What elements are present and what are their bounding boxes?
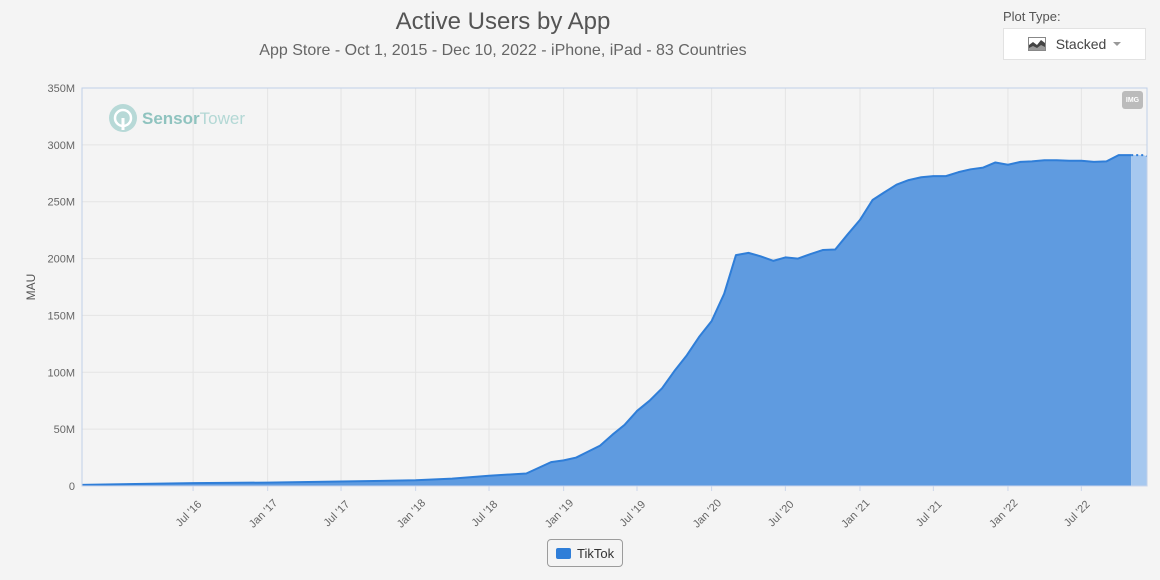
x-tick-label: Jan '21 <box>839 497 872 530</box>
sensortower-logo-icon <box>109 104 137 132</box>
chart-subtitle: App Store - Oct 1, 2015 - Dec 10, 2022 -… <box>259 42 747 59</box>
watermark-text: SensorTower <box>142 109 245 128</box>
x-tick-label: Jul '16 <box>174 499 205 530</box>
series-area-tiktok-projected <box>1131 155 1147 486</box>
x-tick-label: Jan '17 <box>247 497 280 530</box>
series-area-layer <box>81 154 1148 486</box>
x-tick-label: Jul '17 <box>322 499 353 530</box>
plot-type-label: Plot Type: <box>1003 9 1061 24</box>
legend-label: TikTok <box>577 545 615 561</box>
plot-type-value: Stacked <box>1055 36 1107 52</box>
export-image-button[interactable]: IMG <box>1122 91 1143 109</box>
chart-title: Active Users by App <box>395 8 611 35</box>
y-tick-label: 50M <box>54 424 75 436</box>
legend-swatch <box>556 547 571 559</box>
y-tick-label: 150M <box>47 310 75 322</box>
series-area-tiktok <box>82 155 1132 486</box>
series-line-tiktok <box>81 154 1132 486</box>
x-tick-label: Jul '19 <box>618 499 649 530</box>
y-tick-label: 300M <box>47 140 75 152</box>
x-tick-label: Jan '22 <box>987 497 1020 530</box>
stacked-area-icon <box>1027 37 1046 51</box>
legend-item-tiktok[interactable]: TikTok <box>547 539 624 567</box>
y-tick-label: 0 <box>69 481 75 493</box>
x-tick-label: Jul '20 <box>766 499 797 530</box>
x-tick-label: Jul '21 <box>914 499 945 530</box>
x-tick-label: Jan '20 <box>691 497 724 530</box>
plot-type-dropdown[interactable]: Stacked <box>1003 28 1146 60</box>
watermark: SensorTower <box>109 104 245 132</box>
y-tick-label: 350M <box>47 83 75 95</box>
y-tick-label: 100M <box>47 367 75 379</box>
x-tick-label: Jan '19 <box>543 497 576 530</box>
x-tick-label: Jul '18 <box>470 499 501 530</box>
y-tick-label: 250M <box>47 197 75 209</box>
y-tick-label: 200M <box>47 254 75 266</box>
y-axis-title: MAU <box>24 274 38 301</box>
x-tick-label: Jan '18 <box>395 497 428 530</box>
x-tick-label: Jul '22 <box>1062 499 1093 530</box>
chevron-down-icon <box>1113 42 1122 46</box>
